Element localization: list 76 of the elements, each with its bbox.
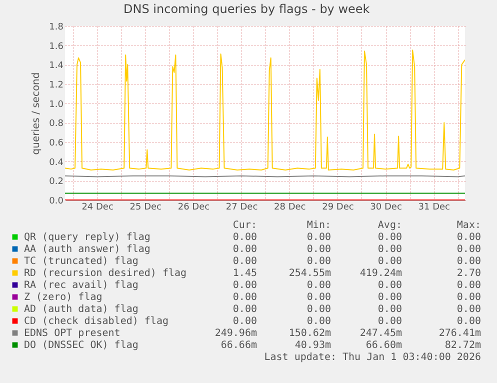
text: Last update: Thu Jan 1 03:40:00 2026 [264,352,481,363]
text: 0.00 [232,232,257,243]
text: 254.55m [288,268,331,279]
x-tick-label: 30 Dec [370,202,402,212]
legend-label: Z (zero) flag [24,292,102,303]
text: 0.00 [306,256,331,267]
text: Min: [306,220,331,231]
text: 276.41m [438,328,481,339]
text: 0.00 [232,292,257,303]
text: 2.70 [456,268,481,279]
text: 0.00 [378,280,402,291]
text: 0.00 [306,292,331,303]
text: 1.45 [232,268,257,279]
text: Cur: [232,220,257,231]
x-tick-label: 27 Dec [226,202,258,212]
legend-label: DO (DNSSEC OK) flag [24,340,138,351]
text: 0.00 [378,304,402,315]
legend-label: EDNS OPT present [24,328,120,339]
text: 0.00 [232,256,257,267]
y-tick-label: 0.8 [49,119,64,130]
y-tick-label: 0.4 [49,158,64,168]
legend-label: AD (auth data) flag [24,304,138,315]
text: 40.93m [294,340,331,351]
y-tick-label: 1.2 [49,80,64,90]
text: 249.96m [214,328,257,339]
text: 0.00 [378,292,402,303]
x-tick-label: 29 Dec [322,202,354,212]
text: 0.00 [232,304,257,315]
text: 0.00 [456,280,481,291]
text: 0.00 [378,316,402,327]
x-tick-label: 31 Dec [418,202,450,212]
legend-label: RA (rec avail) flag [24,280,138,291]
text: 0.00 [378,244,402,255]
text: 66.66m [220,340,257,351]
text: 82.72m [444,340,481,351]
text: 0.00 [306,280,331,291]
x-tick-label: 26 Dec [178,202,210,212]
y-tick-label: 0.6 [49,138,64,148]
chart-title: DNS incoming queries by flags - by week [124,2,370,16]
y-tick-label: 0.0 [49,196,64,206]
text: 0.00 [456,256,481,267]
legend-label: CD (check disabled) flag [24,316,168,327]
legend-label: AA (auth answer) flag [24,244,150,255]
text: Max: [456,220,481,231]
x-tick-label: 28 Dec [274,202,306,212]
legend-label: RD (recursion desired) flag [24,268,187,279]
text: 0.00 [232,244,257,255]
legend-label: QR (query reply) flag [24,232,150,243]
legend-label: TC (truncated) flag [24,256,138,267]
text: 0.00 [306,316,331,327]
y-axis-title: queries / second [31,72,42,155]
text: 0.00 [456,232,481,243]
text: 247.45m [360,328,402,339]
text: 419.24m [360,268,402,279]
y-tick-label: 1.0 [49,100,64,110]
y-tick-label: 0.2 [49,177,64,188]
text: 0.00 [306,304,331,315]
text: 0.00 [378,256,402,267]
x-tick-label: 25 Dec [130,202,162,212]
text: 0.00 [232,316,257,327]
text: 0.00 [456,316,481,327]
line-series [65,50,465,171]
text: Avg: [378,220,402,231]
text: 0.00 [306,244,331,255]
text: 0.00 [306,232,331,243]
text: 66.60m [366,340,402,351]
text: 0.00 [232,280,257,291]
y-tick-label: 1.6 [49,42,64,52]
y-tick-label: 1.8 [49,22,64,32]
text: 0.00 [378,232,402,243]
text: 0.00 [456,304,481,315]
text: 0.00 [456,292,481,303]
text: 0.00 [456,244,481,255]
text: 150.62m [288,328,331,339]
x-tick-label: 24 Dec [82,202,114,212]
y-tick-label: 1.4 [49,61,64,72]
